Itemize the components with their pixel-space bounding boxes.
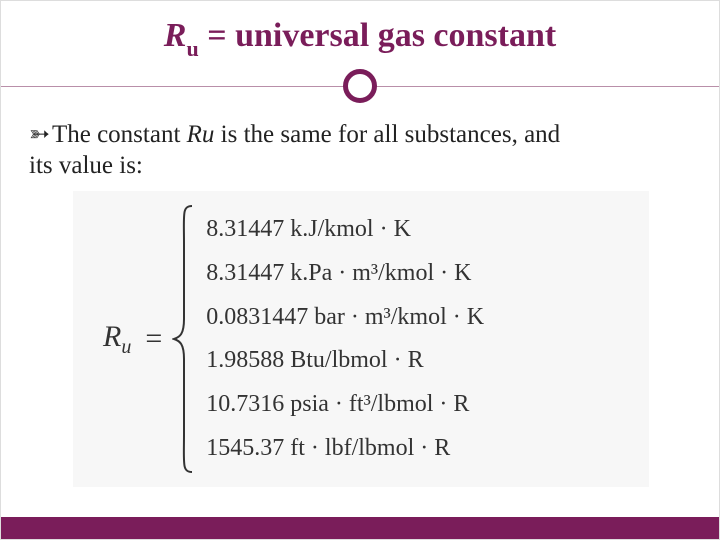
value-units: k.Pa · m³/kmol · K bbox=[290, 260, 471, 286]
bullet-post2: its value is: bbox=[29, 152, 143, 179]
equation-block: Ru = 8.31447 k.J/kmol · K 8.31447 k.Pa ·… bbox=[73, 191, 649, 487]
title-R: R bbox=[164, 17, 187, 54]
value-units: Btu/lbmol · R bbox=[290, 347, 423, 373]
equation-lhs: Ru bbox=[103, 320, 131, 359]
bullet-pre: The constant bbox=[52, 121, 187, 148]
footer-bar bbox=[1, 517, 719, 539]
equation-row: 0.0831447 bar · m³/kmol · K bbox=[206, 304, 484, 331]
value-num: 0.0831447 bbox=[206, 304, 308, 330]
equation-row: 1545.37 ft · lbf/lbmol · R bbox=[206, 435, 484, 462]
equation-row: 8.31447 k.J/kmol · K bbox=[206, 216, 484, 243]
equation-sub: u bbox=[121, 336, 131, 358]
equation-row: 8.31447 k.Pa · m³/kmol · K bbox=[206, 260, 484, 287]
value-units: bar · m³/kmol · K bbox=[314, 304, 484, 330]
value-num: 10.7316 bbox=[206, 391, 284, 417]
value-num: 1545.37 bbox=[206, 435, 284, 461]
value-num: 8.31447 bbox=[206, 216, 284, 242]
value-units: k.J/kmol · K bbox=[290, 216, 411, 242]
bullet-post1: is the same for all substances, and bbox=[214, 121, 560, 148]
value-num: 1.98588 bbox=[206, 347, 284, 373]
title-rest: = universal gas constant bbox=[199, 17, 557, 54]
equation-R: R bbox=[103, 320, 121, 353]
left-brace-icon bbox=[172, 204, 198, 474]
equals-sign: = bbox=[145, 322, 162, 356]
value-num: 8.31447 bbox=[206, 260, 284, 286]
equation-values: 8.31447 k.J/kmol · K 8.31447 k.Pa · m³/k… bbox=[206, 208, 484, 470]
equation-row: 1.98588 Btu/lbmol · R bbox=[206, 347, 484, 374]
value-units: psia · ft³/lbmol · R bbox=[290, 391, 469, 417]
body-text: ➳The constant Ru is the same for all sub… bbox=[29, 119, 691, 182]
accent-circle-icon bbox=[343, 69, 377, 103]
equation-row: 10.7316 psia · ft³/lbmol · R bbox=[206, 391, 484, 418]
title-area: Ru = universal gas constant bbox=[1, 1, 719, 60]
value-units: ft · lbf/lbmol · R bbox=[290, 435, 450, 461]
brace-wrap: 8.31447 k.J/kmol · K 8.31447 k.Pa · m³/k… bbox=[172, 204, 484, 474]
page-title: Ru = universal gas constant bbox=[1, 17, 719, 60]
slide: Ru = universal gas constant ➳The constan… bbox=[0, 0, 720, 540]
title-sub: u bbox=[186, 36, 198, 61]
bullet-icon: ➳ bbox=[29, 119, 50, 150]
bullet-ru: Ru bbox=[187, 121, 215, 148]
